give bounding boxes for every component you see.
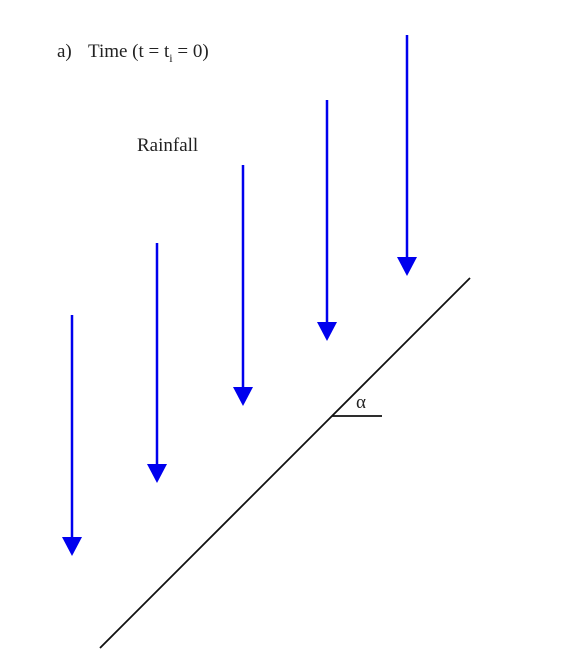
rain-arrow (233, 165, 253, 406)
slope-line (99, 277, 471, 649)
panel-label: a) (57, 41, 72, 62)
rain-arrow (317, 100, 337, 341)
rainfall-label: Rainfall (137, 135, 198, 156)
rain-arrow (147, 243, 167, 483)
rain-arrow (397, 35, 417, 276)
title-text-end: = 0) (173, 41, 209, 62)
angle-label: α (356, 392, 366, 413)
title-subscript: i (169, 51, 173, 65)
panel-title: Time (t = ti = 0) (88, 41, 209, 65)
title-text: Time (t = t (88, 41, 170, 62)
rain-arrow (62, 315, 82, 556)
